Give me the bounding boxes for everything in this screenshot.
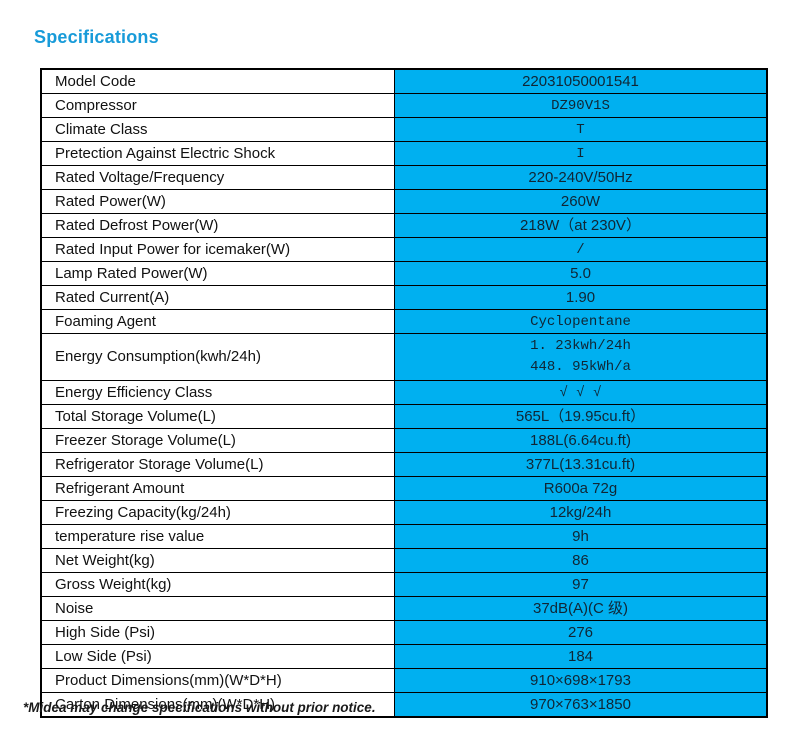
spec-label-cell: Rated Voltage/Frequency (40, 165, 395, 190)
spec-value-cell: 22031050001541 (394, 68, 768, 94)
spec-value-cell: 565L（19.95cu.ft） (394, 404, 768, 429)
spec-label-cell: Rated Input Power for icemaker(W) (40, 237, 395, 262)
table-row: Refrigerator Storage Volume(L) 377L(13.31… (40, 452, 768, 477)
spec-label-cell: Lamp Rated Power(W) (40, 261, 395, 286)
table-row: Refrigerant Amount R600a 72g (40, 476, 768, 501)
table-row: Model Code 22031050001541 (40, 68, 768, 94)
spec-label-cell: Gross Weight(kg) (40, 572, 395, 597)
spec-value-cell: 910×698×1793 (394, 668, 768, 693)
spec-value-line: 1. 23kwh/24h (530, 338, 631, 354)
table-row: Freezing Capacity(kg/24h) 12kg/24h (40, 500, 768, 525)
table-row: Rated Input Power for icemaker(W) / (40, 237, 768, 262)
spec-value-cell: I (394, 141, 768, 166)
table-row: Net Weight(kg) 86 (40, 548, 768, 573)
spec-value-cell: 184 (394, 644, 768, 669)
spec-value-cell: 970×763×1850 (394, 692, 768, 718)
spec-label-cell: Refrigerator Storage Volume(L) (40, 452, 395, 477)
table-row: Foaming Agent Cyclopentane (40, 309, 768, 334)
spec-label-cell: Model Code (40, 68, 395, 94)
table-row: Rated Defrost Power(W) 218W（at 230V） (40, 213, 768, 238)
table-row: Noise 37dB(A)(C 级) (40, 596, 768, 621)
table-row: Pretection Against Electric Shock I (40, 141, 768, 166)
footnote: *Midea may change specifications without… (23, 700, 376, 715)
spec-value-cell: 218W（at 230V） (394, 213, 768, 238)
spec-label-cell: Energy Consumption(kwh/24h) (40, 333, 395, 381)
table-row: Product Dimensions(mm)(W*D*H) 910×698×179… (40, 668, 768, 693)
spec-label-cell: Energy Efficiency Class (40, 380, 395, 405)
spec-table-body: Model Code 22031050001541 Compressor DZ90V1… (40, 68, 768, 718)
spec-value-cell: 86 (394, 548, 768, 573)
table-row: temperature rise value 9h (40, 524, 768, 549)
specifications-table: Model Code 22031050001541 Compressor DZ90V1… (40, 68, 768, 718)
table-row: Compressor DZ90V1S (40, 93, 768, 118)
spec-value-cell: 5.0 (394, 261, 768, 286)
table-row: Low Side (Psi) 184 (40, 644, 768, 669)
spec-value-cell: 12kg/24h (394, 500, 768, 525)
spec-label-cell: Compressor (40, 93, 395, 118)
table-row: Energy Consumption(kwh/24h) 1. 23kwh/24h 4… (40, 333, 768, 381)
table-row: Rated Current(A) 1.90 (40, 285, 768, 310)
spec-value-cell: 1. 23kwh/24h 448. 95kWh/a (394, 333, 768, 381)
spec-label-cell: Net Weight(kg) (40, 548, 395, 573)
spec-label-cell: Low Side (Psi) (40, 644, 395, 669)
spec-value-cell: 37dB(A)(C 级) (394, 596, 768, 621)
table-row: Total Storage Volume(L) 565L（19.95cu.ft） (40, 404, 768, 429)
table-row: Rated Voltage/Frequency 220-240V/50Hz (40, 165, 768, 190)
spec-label-cell: High Side (Psi) (40, 620, 395, 645)
table-row: Energy Efficiency Class √ √ √ (40, 380, 768, 405)
spec-label-cell: Rated Defrost Power(W) (40, 213, 395, 238)
table-row: High Side (Psi) 276 (40, 620, 768, 645)
spec-value-cell: 9h (394, 524, 768, 549)
table-row: Freezer Storage Volume(L) 188L(6.64cu.ft) (40, 428, 768, 453)
table-row: Gross Weight(kg) 97 (40, 572, 768, 597)
spec-label-cell: Total Storage Volume(L) (40, 404, 395, 429)
spec-value-cell: / (394, 237, 768, 262)
spec-value-cell: 377L(13.31cu.ft) (394, 452, 768, 477)
table-row: Climate Class T (40, 117, 768, 142)
page-title: Specifications (34, 27, 159, 47)
spec-value-cell: R600a 72g (394, 476, 768, 501)
spec-label-cell: Noise (40, 596, 395, 621)
spec-value-cell: Cyclopentane (394, 309, 768, 334)
spec-label-cell: Pretection Against Electric Shock (40, 141, 395, 166)
spec-label-cell: Product Dimensions(mm)(W*D*H) (40, 668, 395, 693)
spec-value-cell: 188L(6.64cu.ft) (394, 428, 768, 453)
spec-label-cell: Refrigerant Amount (40, 476, 395, 501)
spec-value-cell: 260W (394, 189, 768, 214)
spec-label-cell: Foaming Agent (40, 309, 395, 334)
spec-value-cell: 220-240V/50Hz (394, 165, 768, 190)
spec-value-cell: √ √ √ (394, 380, 768, 405)
spec-label-cell: temperature rise value (40, 524, 395, 549)
spec-value-cell: T (394, 117, 768, 142)
spec-value-line: 448. 95kWh/a (530, 359, 631, 375)
spec-value-cell: 97 (394, 572, 768, 597)
spec-value-cell: DZ90V1S (394, 93, 768, 118)
spec-label-cell: Rated Power(W) (40, 189, 395, 214)
spec-label-cell: Climate Class (40, 117, 395, 142)
spec-value-cell: 276 (394, 620, 768, 645)
spec-label-cell: Carton Dimensions(mm)(W*D*H) (40, 692, 395, 718)
table-row: Carton Dimensions(mm)(W*D*H) 970×763×1850 (40, 692, 768, 718)
spec-label-cell: Freezing Capacity(kg/24h) (40, 500, 395, 525)
spec-value-cell: 1.90 (394, 285, 768, 310)
table-row: Lamp Rated Power(W) 5.0 (40, 261, 768, 286)
table-row: Rated Power(W) 260W (40, 189, 768, 214)
spec-label-cell: Freezer Storage Volume(L) (40, 428, 395, 453)
spec-label-cell: Rated Current(A) (40, 285, 395, 310)
